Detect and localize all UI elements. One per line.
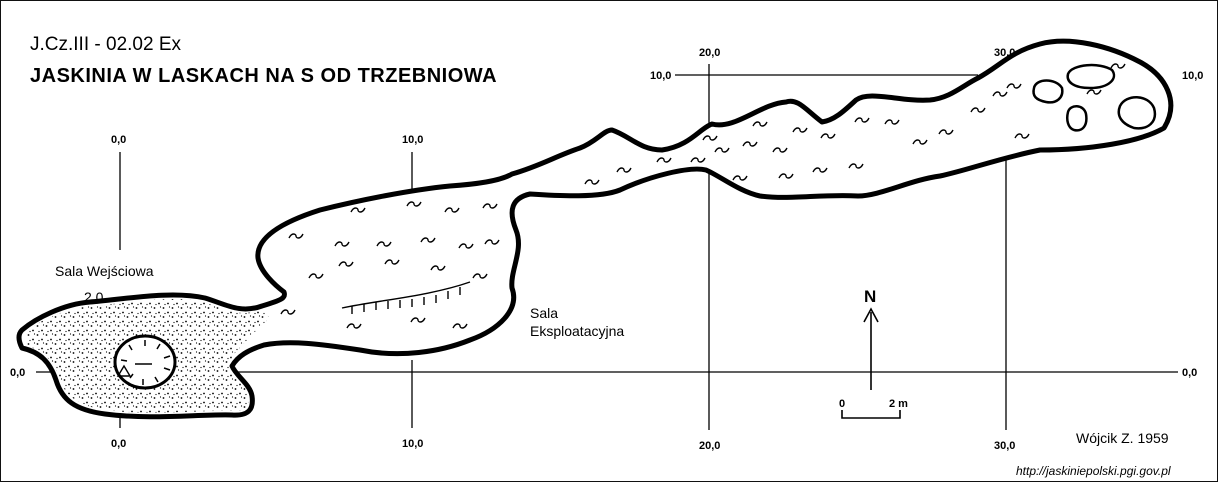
sediment-tilde xyxy=(1110,63,1126,69)
sediment-tilde xyxy=(452,323,468,329)
grid-label-x0-bottom: 0,0 xyxy=(111,438,126,450)
sediment-tilde xyxy=(484,239,500,245)
sediment-tilde xyxy=(970,107,986,113)
north-arrow: N xyxy=(863,287,879,390)
scarp-line xyxy=(341,281,471,314)
sediment-tilde xyxy=(338,261,354,267)
sediment-tilde xyxy=(992,91,1008,97)
sediment-tilde xyxy=(280,309,296,315)
sediment-tilde xyxy=(346,323,362,329)
label-exploitation-hall-1: Sala xyxy=(530,305,558,321)
grid-label-y0-left: 0,0 xyxy=(10,367,25,379)
sediment-tilde xyxy=(472,273,488,279)
sediment-tilde xyxy=(334,241,350,247)
rock-block xyxy=(1032,79,1064,104)
sediment-tilde xyxy=(742,141,758,147)
grid-label-y10-left: 10,0 xyxy=(650,70,671,82)
sediment-tilde xyxy=(792,127,808,133)
rock-blocks xyxy=(1032,63,1157,132)
sediment-tilde xyxy=(938,129,954,135)
scale-bar: 0 2 m xyxy=(839,398,908,419)
label-exploitation-hall-2: Eksploatacyjna xyxy=(530,323,624,339)
sediment-tilde xyxy=(732,175,748,181)
sediment-tilde xyxy=(288,233,304,239)
author-credit: Wójcik Z. 1959 xyxy=(1076,430,1169,446)
source-url: http://jaskiniepolski.pgi.gov.pl xyxy=(1016,464,1171,478)
sediment-tilde xyxy=(778,173,794,179)
grid-label-x0-top: 0,0 xyxy=(111,134,126,146)
rock-block xyxy=(1066,63,1116,90)
sediment-tilde xyxy=(444,207,460,213)
sediment-tilde xyxy=(884,119,900,125)
sediment-tilde xyxy=(772,147,788,153)
sediment-tilde xyxy=(376,241,392,247)
grid-label-x30-top: 30,0 xyxy=(994,47,1015,59)
sediment-tilde xyxy=(848,163,864,169)
sediment-tilde xyxy=(812,167,828,173)
sediment-tilde xyxy=(482,203,498,209)
grid-label-x10-bottom: 10,0 xyxy=(402,438,423,450)
rock-block xyxy=(1117,96,1157,130)
cave-code: J.Cz.III - 02.02 Ex xyxy=(30,34,181,55)
scale-bar-end: 2 m xyxy=(889,398,908,410)
grid-label-y0-right: 0,0 xyxy=(1182,367,1197,379)
survey-point-icon xyxy=(116,364,132,377)
grid-label-x30-bottom: 30,0 xyxy=(994,440,1015,452)
sediment-tilde xyxy=(1086,89,1102,95)
sediment-tilde xyxy=(420,237,436,243)
sediment-tilde xyxy=(410,317,426,323)
sediment-tilde xyxy=(854,117,870,123)
sediment-tilde xyxy=(690,157,706,163)
grid-label-x20-bottom: 20,0 xyxy=(699,440,720,452)
sediment-tilde xyxy=(752,121,768,127)
sediment-tilde xyxy=(616,167,632,173)
grid-label-x20-top: 20,0 xyxy=(699,47,720,59)
entrance-sinkhole xyxy=(113,334,177,390)
rock-block xyxy=(1066,105,1088,132)
sediment-tilde xyxy=(1006,83,1022,89)
sediment-tilde xyxy=(912,139,928,145)
sediment-tilde xyxy=(458,243,474,249)
label-entrance-height: 2,0 xyxy=(84,289,104,305)
sediment-tilde xyxy=(820,133,836,139)
sediment-tilde xyxy=(406,201,422,207)
grid-label-x10-top: 10,0 xyxy=(402,134,423,146)
sediment-tilde xyxy=(308,273,324,279)
grid-label-y10-right: 10,0 xyxy=(1182,70,1203,82)
scale-bar-start: 0 xyxy=(839,398,845,410)
sediment-tilde xyxy=(656,157,672,163)
north-label: N xyxy=(864,287,876,306)
cave-title: JASKINIA W LASKACH NA S OD TRZEBNIOWA xyxy=(30,65,497,87)
sediment-tilde xyxy=(584,179,600,185)
sediment-tilde xyxy=(350,207,366,213)
label-entrance-hall: Sala Wejściowa xyxy=(55,263,154,279)
sediment-tilde xyxy=(714,147,730,153)
sediment-tilde xyxy=(1014,133,1030,139)
sediment-tilde xyxy=(384,259,400,265)
sediment-symbols xyxy=(280,63,1126,329)
sediment-tilde xyxy=(430,265,446,271)
cave-outline xyxy=(16,38,1174,420)
sediment-tilde xyxy=(702,135,718,141)
